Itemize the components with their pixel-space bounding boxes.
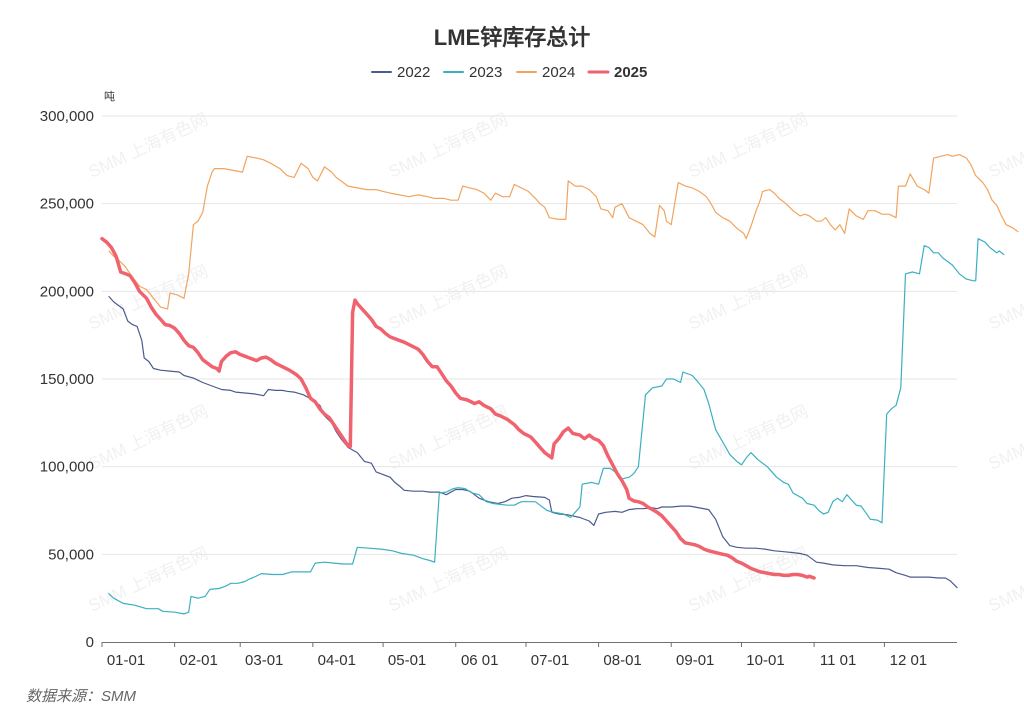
watermark-11: SMM 上海有色网	[986, 402, 1024, 474]
y-tick-label-1: 250,000	[40, 196, 94, 213]
watermark-10: SMM 上海有色网	[686, 402, 811, 474]
y-tick-label-4: 100,000	[40, 459, 94, 476]
x-axis: 01-01 02-01 03-01 04-01 05-01 06 01 07-01 08-01…	[101, 642, 957, 669]
x-tick-label-9: 10-01	[746, 652, 784, 669]
x-tick-label-0: 01-01	[107, 652, 145, 669]
watermark-8: SMM 上海有色网	[86, 402, 211, 474]
x-tick-label-7: 08-01	[603, 652, 641, 669]
y-tick-label-6: 0	[86, 634, 94, 651]
watermark-2: SMM 上海有色网	[686, 110, 811, 182]
x-tick-label-10: 11 01	[820, 652, 856, 669]
x-tick-label-11: 12 01	[890, 652, 928, 669]
y-axis: 300,000 250,000 200,000 150,000 100,000 50,00…	[40, 108, 94, 651]
watermark-6: SMM 上海有色网	[686, 262, 811, 334]
x-tick-label-8: 09-01	[676, 652, 714, 669]
grid	[102, 115, 957, 555]
x-tick-label-6: 07-01	[531, 652, 569, 669]
series-line-2022	[108, 296, 958, 589]
watermark-15: SMM 上海有色网	[986, 544, 1024, 616]
y-tick-label-2: 200,000	[40, 283, 94, 300]
x-tick-label-2: 03-01	[245, 652, 283, 669]
watermark-0: SMM 上海有色网	[86, 110, 211, 182]
watermark-1: SMM 上海有色网	[386, 110, 511, 182]
x-tick-label-3: 04-01	[318, 652, 356, 669]
legend-label-2025[interactable]: 2025	[614, 64, 647, 81]
watermark-7: SMM 上海有色网	[986, 262, 1024, 334]
y-tick-label-3: 150,000	[40, 371, 94, 388]
legend-label-2023[interactable]: 2023	[469, 64, 502, 81]
series-line-2023	[108, 238, 1005, 615]
series-line-2025	[100, 236, 816, 580]
source-note: 数据来源：SMM	[26, 688, 136, 705]
series-layer	[100, 154, 1019, 615]
legend[interactable]: 2022 2023 2024 2025	[371, 64, 647, 81]
x-tick-label-4: 05-01	[388, 652, 426, 669]
legend-label-2024[interactable]: 2024	[542, 64, 575, 81]
series-line-2024	[108, 154, 1019, 310]
watermark-3: SMM 上海有色网	[986, 110, 1024, 182]
x-tick-label-5: 06 01	[461, 652, 499, 669]
watermark-layer: SMM 上海有色网 SMM 上海有色网 SMM 上海有色网 SMM 上海有色网 SMM …	[86, 110, 1024, 616]
watermark-5: SMM 上海有色网	[386, 262, 511, 334]
chart-title: LME锌库存总计	[434, 25, 590, 50]
y-axis-unit: 吨	[104, 90, 115, 103]
legend-label-2022[interactable]: 2022	[397, 64, 430, 81]
x-tick-label-1: 02-01	[179, 652, 217, 669]
watermark-4: SMM 上海有色网	[86, 262, 211, 334]
y-tick-label-0: 300,000	[40, 108, 94, 125]
y-tick-label-5: 50,000	[48, 546, 94, 563]
